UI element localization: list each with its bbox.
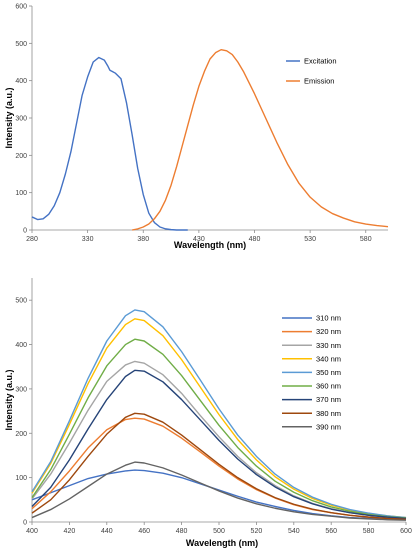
x-tick-label: 530	[304, 236, 316, 243]
series-line-emission	[131, 48, 389, 231]
y-tick-label: 400	[15, 342, 27, 349]
legend-label: 340 nm	[316, 354, 341, 363]
y-tick-label: 200	[15, 431, 27, 438]
legend-label: Emission	[304, 77, 334, 86]
y-tick-label: 0	[23, 520, 27, 527]
y-tick-label: 300	[15, 386, 27, 393]
x-tick-label: 400	[26, 528, 38, 535]
y-tick-label: 100	[15, 190, 27, 197]
x-tick-label: 560	[325, 528, 337, 535]
x-tick-label: 600	[400, 528, 412, 535]
legend-label: 380 nm	[316, 409, 341, 418]
y-tick-label: 200	[15, 153, 27, 160]
series-line-370-nm	[31, 369, 407, 520]
x-tick-label: 430	[193, 236, 205, 243]
y-axis-title: Intensity (a.u.)	[4, 87, 14, 148]
series-line-excitation	[31, 56, 188, 231]
x-axis-title: Wavelength (nm)	[186, 538, 258, 548]
series-line-350-nm	[31, 309, 407, 519]
y-tick-label: 300	[15, 116, 27, 123]
x-tick-label: 500	[213, 528, 225, 535]
legend-label: Excitation	[304, 57, 337, 66]
y-tick-label: 600	[15, 4, 27, 11]
x-tick-label: 420	[64, 528, 76, 535]
excitation-emission-chart: 0 100 200 300 400 500 600 280 330 380 430 480 530 580…	[4, 4, 389, 250]
x-tick-label: 280	[26, 236, 38, 243]
x-tick-label: 580	[360, 236, 372, 243]
y-tick-label: 100	[15, 475, 27, 482]
y-tick-label: 0	[23, 228, 27, 235]
x-tick-label: 440	[101, 528, 113, 535]
x-tick-label: 520	[251, 528, 263, 535]
series-line-320-nm	[31, 417, 407, 521]
x-tick-label: 540	[288, 528, 300, 535]
x-tick-label: 480	[249, 236, 261, 243]
y-axis-title: Intensity (a.u.)	[4, 369, 14, 430]
legend-label: 320 nm	[316, 327, 341, 336]
legend-label: 310 nm	[316, 314, 341, 323]
x-tick-label: 380	[137, 236, 149, 243]
x-tick-label: 580	[363, 528, 375, 535]
x-tick-label: 330	[82, 236, 94, 243]
legend-label: 360 nm	[316, 382, 341, 391]
legend-label: 390 nm	[316, 422, 341, 431]
legend-label: 350 nm	[316, 368, 341, 377]
emission-spectra-chart: 0 100 200 300 400 500 400 420 440 460 480 500 520 540…	[4, 278, 412, 548]
series-line-390-nm	[31, 461, 407, 521]
series-line-360-nm	[31, 338, 407, 519]
x-tick-label: 460	[138, 528, 150, 535]
x-axis-title: Wavelength (nm)	[174, 240, 246, 250]
legend-label: 330 nm	[316, 341, 341, 350]
x-tick-label: 480	[176, 528, 188, 535]
legend-label: 370 nm	[316, 395, 341, 404]
series-line-340-nm	[31, 318, 407, 519]
series-line-380-nm	[31, 412, 407, 521]
y-tick-label: 400	[15, 78, 27, 85]
y-tick-label: 500	[15, 41, 27, 48]
y-tick-label: 500	[15, 298, 27, 305]
